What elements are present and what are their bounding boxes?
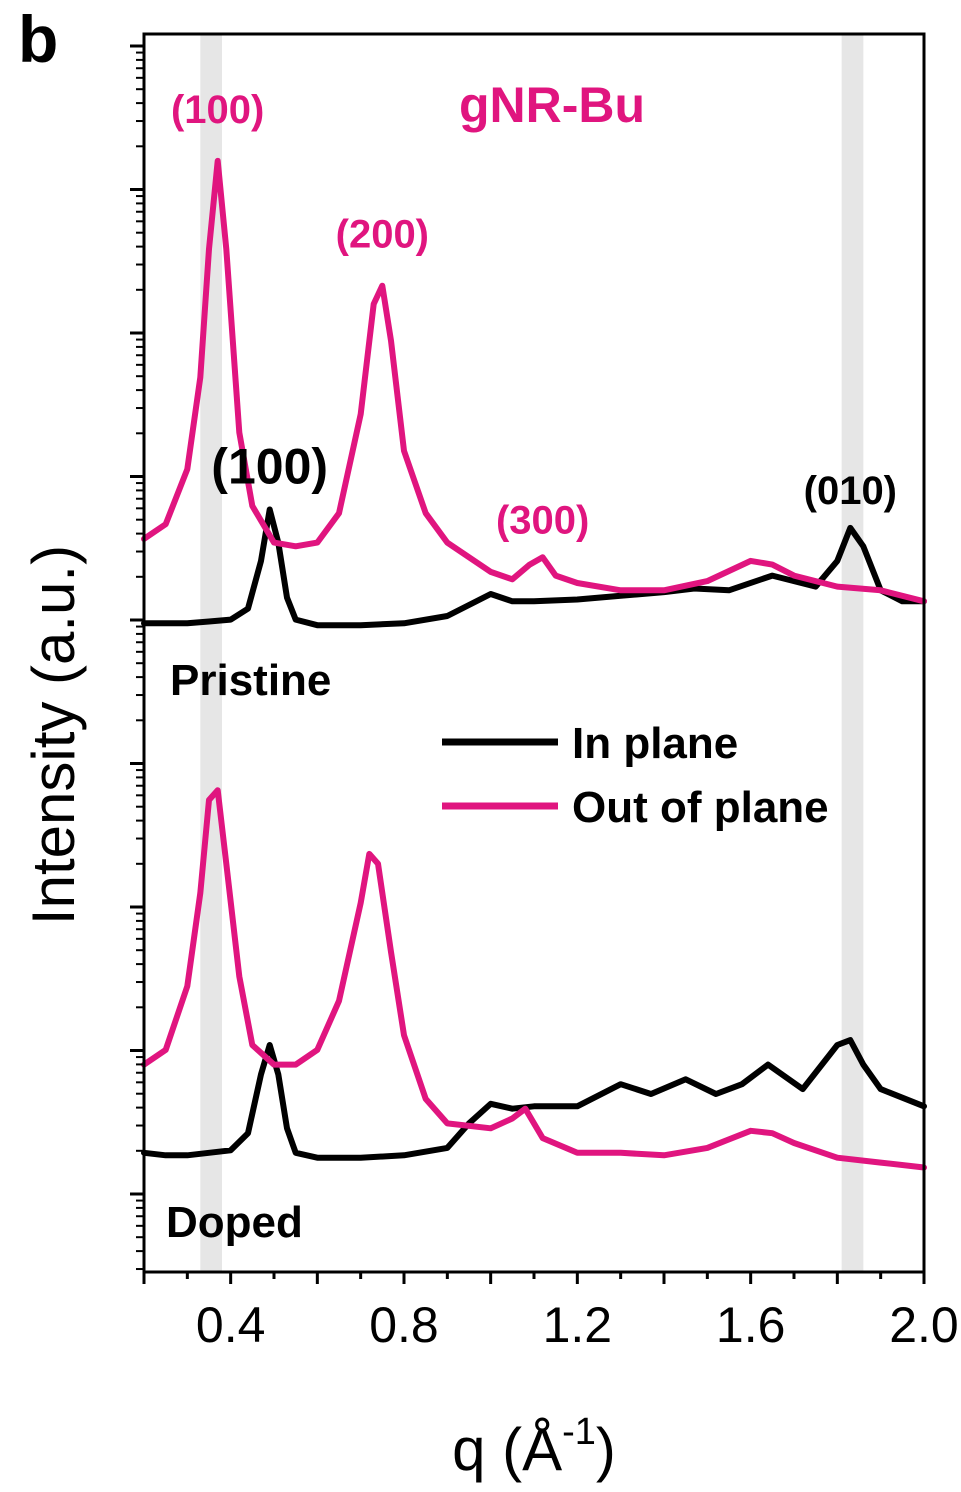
x-tick-label: 1.6 (716, 1297, 786, 1353)
peak-label: (300) (496, 498, 589, 542)
series-doped-in-plane (141, 1037, 927, 1161)
x-axis-label-sup: -1 (562, 1411, 596, 1453)
peak-label: (010) (804, 469, 897, 513)
x-tick-label: 2.0 (889, 1297, 959, 1353)
series-pristine-in-plane (141, 506, 927, 629)
x-axis-label-main: q (Å (452, 1416, 562, 1483)
series-pristine-out-of-plane (141, 157, 927, 605)
legend-label-in-plane: In plane (572, 719, 738, 768)
legend-label-out-of-plane: Out of plane (572, 783, 829, 832)
peak-label: (200) (336, 213, 429, 257)
x-tick-label: 0.8 (369, 1297, 439, 1353)
x-tick-label: 1.2 (543, 1297, 613, 1353)
y-axis-ticks (130, 44, 144, 1271)
peak-label: (100) (171, 88, 264, 132)
x-tick-label: 0.4 (196, 1297, 266, 1353)
x-axis-label-close: ) (596, 1416, 616, 1483)
chart-title: gNR-Bu (459, 77, 645, 133)
x-axis-ticks: 0.4 0.8 1.2 1.6 2.0 (142, 1272, 959, 1353)
sample-label-pristine: Pristine (170, 656, 331, 705)
peak-label: (100) (211, 439, 328, 495)
highlight-band-1 (841, 34, 864, 1272)
legend: In plane Out of plane (442, 719, 829, 832)
x-axis-label: q (Å-1) (452, 1411, 616, 1483)
series-lines (141, 157, 927, 1171)
peak-annotations: (100) (200) (300) (100) (010) (171, 88, 897, 542)
sample-label-doped: Doped (166, 1198, 303, 1247)
series-doped-out-of-plane (141, 787, 927, 1171)
panel-label: b (18, 2, 58, 76)
y-axis-label: Intensity (a.u.) (20, 545, 87, 925)
highlight-band-0 (200, 34, 222, 1272)
highlight-bands (200, 34, 864, 1272)
